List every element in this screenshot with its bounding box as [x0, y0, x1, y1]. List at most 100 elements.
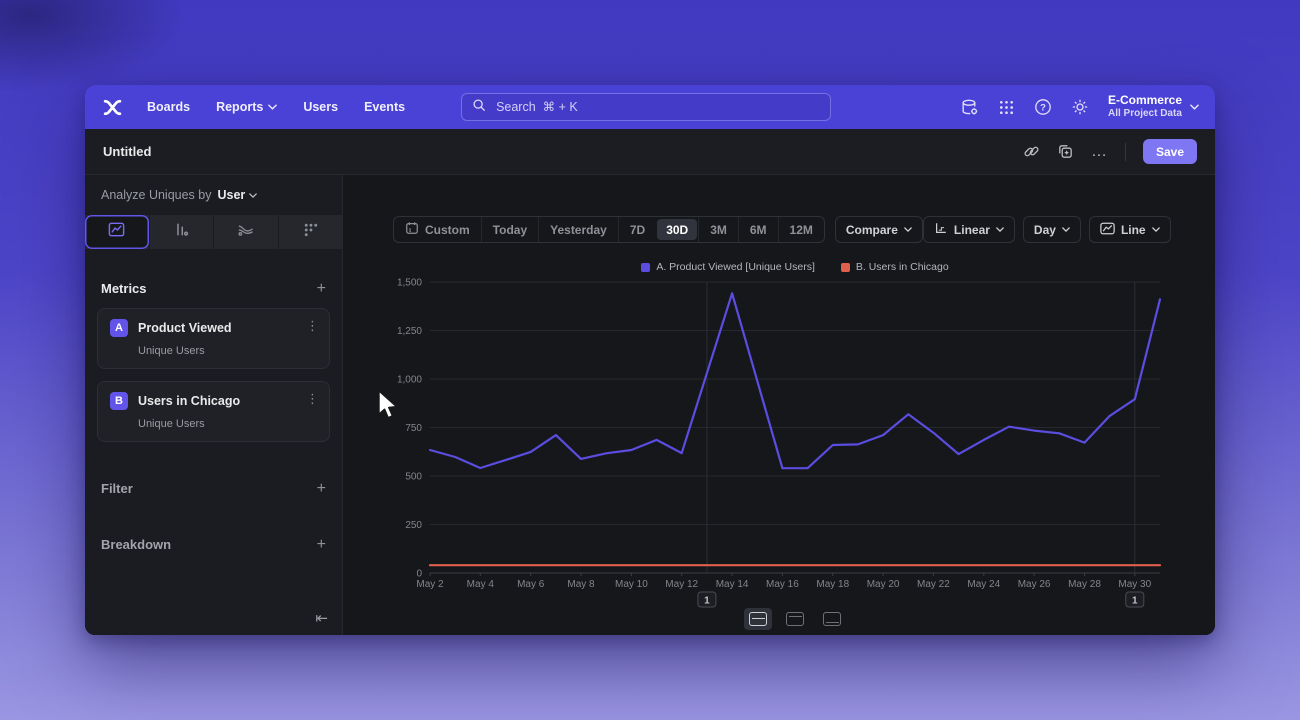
nav-right-cluster: ? E-Commerce All Project Data — [960, 93, 1199, 121]
chart-type-dropdown[interactable]: Line — [1088, 216, 1171, 243]
bar-chart-icon — [172, 220, 191, 244]
svg-text:May 6: May 6 — [517, 579, 545, 590]
analyze-by-dropdown[interactable]: User — [217, 188, 258, 202]
apps-grid-icon[interactable] — [998, 99, 1015, 116]
svg-text:May 18: May 18 — [816, 579, 849, 590]
split-horizontal-icon — [749, 612, 767, 626]
svg-text:May 10: May 10 — [615, 579, 648, 590]
tab-flow-chart[interactable] — [213, 215, 278, 249]
filter-label: Filter — [101, 481, 133, 496]
collapse-sidebar-button[interactable]: ⇤ — [315, 610, 328, 627]
copy-link-icon[interactable] — [1023, 143, 1040, 160]
chevron-down-icon — [268, 104, 278, 110]
title-actions: … Save — [1023, 139, 1197, 164]
metric-title: Product Viewed — [138, 321, 232, 335]
tab-line-chart[interactable] — [85, 215, 149, 249]
metric-card-b[interactable]: B Users in Chicago ⋮ Unique Users — [97, 381, 330, 442]
compare-dropdown[interactable]: Compare — [834, 216, 923, 243]
scale-dropdown[interactable]: Linear — [922, 216, 1015, 243]
layout-panel-top-button[interactable] — [781, 608, 809, 630]
sparkline-icon — [1100, 222, 1115, 238]
line-chart-icon — [107, 220, 126, 244]
linear-axis-icon — [934, 221, 948, 238]
range-30d-selected[interactable]: 30D — [657, 219, 698, 240]
metric-subtitle[interactable]: Unique Users — [138, 345, 205, 357]
legend-item-b[interactable]: B. Users in Chicago — [840, 261, 949, 273]
svg-text:750: 750 — [405, 423, 422, 434]
layout-split-horizontal-button[interactable] — [744, 608, 772, 630]
settings-gear-icon[interactable] — [1071, 98, 1089, 116]
metric-badge-a: A — [110, 319, 128, 337]
add-metric-button[interactable]: + — [316, 279, 326, 297]
chevron-down-icon — [1190, 104, 1199, 110]
svg-text:May 12: May 12 — [665, 579, 698, 590]
project-name: E-Commerce — [1107, 93, 1182, 108]
nav-item-reports[interactable]: Reports — [216, 100, 278, 114]
range-6m[interactable]: 6M — [737, 217, 778, 242]
chevron-down-icon — [996, 227, 1004, 232]
add-filter-button[interactable]: + — [316, 479, 326, 497]
analyze-label: Analyze Uniques by — [101, 188, 212, 202]
svg-text:May 24: May 24 — [967, 579, 1000, 590]
metrics-section-header: Metrics + — [85, 279, 342, 297]
save-button[interactable]: Save — [1142, 139, 1197, 164]
svg-text:1: 1 — [704, 596, 710, 607]
svg-text:May 14: May 14 — [716, 579, 749, 590]
kebab-menu-icon[interactable]: ⋮ — [306, 391, 319, 406]
nav-item-users[interactable]: Users — [303, 100, 339, 114]
legend-item-a[interactable]: A. Product Viewed [Unique Users] — [641, 261, 815, 273]
range-3m[interactable]: 3M — [698, 217, 738, 242]
search-bar[interactable] — [461, 93, 832, 121]
nav-item-events[interactable]: Events — [364, 100, 406, 114]
chevron-down-icon — [904, 227, 912, 232]
nav-item-boards[interactable]: Boards — [147, 100, 191, 114]
legend-swatch-b — [840, 262, 850, 272]
calendar-icon — [405, 221, 419, 238]
tab-retention-grid[interactable] — [277, 215, 343, 249]
project-selector[interactable]: E-Commerce All Project Data — [1108, 93, 1199, 121]
more-actions-button[interactable]: … — [1090, 142, 1108, 160]
add-breakdown-button[interactable]: + — [316, 535, 326, 553]
svg-text:?: ? — [1040, 102, 1046, 113]
range-12m[interactable]: 12M — [777, 217, 824, 242]
metric-card-a[interactable]: A Product Viewed ⋮ Unique Users — [97, 308, 330, 369]
metric-subtitle[interactable]: Unique Users — [138, 418, 205, 430]
layout-toggle-group — [430, 608, 1160, 630]
data-management-icon[interactable] — [960, 98, 979, 117]
svg-text:1: 1 — [1132, 596, 1138, 607]
svg-text:1,000: 1,000 — [397, 375, 422, 386]
range-custom[interactable]: Custom — [394, 217, 481, 242]
svg-text:0: 0 — [416, 569, 422, 580]
mixpanel-logo-icon[interactable] — [101, 96, 123, 118]
filter-section-header: Filter + — [85, 479, 342, 497]
svg-text:May 20: May 20 — [867, 579, 900, 590]
metric-badge-b: B — [110, 392, 128, 410]
range-yesterday[interactable]: Yesterday — [538, 217, 618, 242]
svg-text:1,250: 1,250 — [397, 326, 422, 337]
duplicate-icon[interactable] — [1057, 143, 1074, 160]
range-7d[interactable]: 7D — [617, 217, 656, 242]
chart-controls-row: Custom Today Yesterday 7D 30D 3M 6M 12M … — [393, 216, 1171, 243]
search-input[interactable] — [494, 99, 821, 115]
svg-text:1,500: 1,500 — [397, 278, 422, 289]
svg-text:May 8: May 8 — [567, 579, 595, 590]
svg-text:500: 500 — [405, 472, 422, 483]
analyze-uniques-row: Analyze Uniques by User — [85, 175, 342, 215]
report-title[interactable]: Untitled — [103, 144, 152, 159]
metrics-label: Metrics — [101, 281, 147, 296]
kebab-menu-icon[interactable]: ⋮ — [306, 318, 319, 333]
range-today[interactable]: Today — [480, 217, 538, 242]
line-chart[interactable]: 0 250 500 750 1,000 1,250 1,500 May 2 May 4 May 6… — [343, 175, 1215, 635]
tab-bar-chart[interactable] — [148, 215, 214, 249]
layout-panel-bottom-button[interactable] — [818, 608, 846, 630]
chart-legend: A. Product Viewed [Unique Users] B. User… — [430, 261, 1160, 273]
breakdown-section-header: Breakdown + — [85, 535, 342, 553]
svg-text:May 22: May 22 — [917, 579, 950, 590]
chevron-down-icon — [249, 192, 258, 198]
svg-text:250: 250 — [405, 520, 422, 531]
metric-title: Users in Chicago — [138, 394, 241, 408]
granularity-dropdown[interactable]: Day — [1022, 216, 1081, 243]
chart-type-tabs — [85, 215, 342, 249]
help-icon[interactable]: ? — [1034, 98, 1052, 116]
